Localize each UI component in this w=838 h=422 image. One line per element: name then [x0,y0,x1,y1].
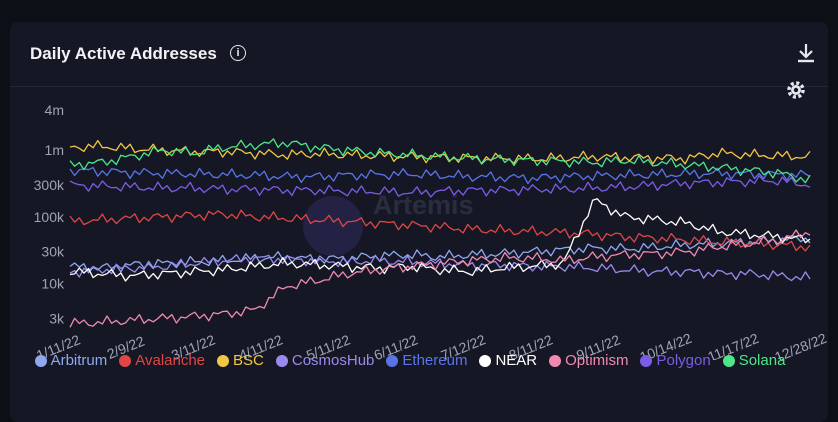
legend-label: CosmosHub [291,352,375,369]
y-tick-label: 10k [41,275,65,291]
legend-dot-icon [386,354,399,367]
legend-item-polygon[interactable]: Polygon [640,352,711,369]
legend-dot-icon [640,354,653,367]
legend-dot-icon [722,354,735,367]
legend-label: Optimism [565,352,629,369]
chart-legend: Arbitrum Avalanche BSC CosmosHub Ethereum NEA… [30,352,790,369]
legend-item-arbitrum[interactable]: Arbitrum [34,352,108,369]
legend-item-near[interactable]: NEAR [479,352,537,369]
series-line-optimism[interactable] [69,229,811,328]
legend-label: Avalanche [135,352,206,369]
legend-item-bsc[interactable]: BSC [217,352,264,369]
gear-icon[interactable] [786,80,806,100]
series-line-ethereum[interactable] [69,166,811,185]
series-line-near[interactable] [69,198,811,282]
legend-dot-icon [479,354,492,367]
y-tick-label: 30k [41,244,65,260]
series-line-cosmoshub[interactable] [69,254,811,282]
legend-item-avalanche[interactable]: Avalanche [119,352,205,369]
series-line-avalanche[interactable] [69,209,811,252]
legend-label: Solana [738,352,786,369]
y-tick-label: 100k [34,209,65,225]
legend-label: BSC [233,352,264,369]
legend-item-solana[interactable]: Solana [722,352,786,369]
series-line-solana[interactable] [69,138,811,184]
legend-item-optimism[interactable]: Optimism [549,352,628,369]
series-line-bsc[interactable] [69,139,811,165]
legend-item-ethereum[interactable]: Ethereum [386,352,467,369]
legend-dot-icon [34,354,47,367]
legend-dot-icon [217,354,230,367]
series-line-arbitrum[interactable] [69,235,811,274]
y-tick-label: 3k [49,310,65,326]
legend-label: Ethereum [402,352,468,369]
legend-item-cosmoshub[interactable]: CosmosHub [275,352,375,369]
watermark-text: Artemis [373,190,474,220]
chart-card: Daily Active Addresses i [10,22,828,422]
y-tick-label: 1m [45,142,64,158]
legend-dot-icon [275,354,288,367]
series-line-polygon[interactable] [69,175,811,198]
card-header: Daily Active Addresses i [10,22,828,87]
y-tick-label: 300k [34,177,65,193]
legend-label: Polygon [656,352,711,369]
legend-label: NEAR [495,352,538,369]
legend-label: Arbitrum [50,352,108,369]
legend-dot-icon [119,354,132,367]
chart-title: Daily Active Addresses [30,44,217,63]
legend-dot-icon [549,354,562,367]
info-icon[interactable]: i [230,45,246,61]
y-tick-label: 4m [45,102,64,118]
watermark-logo [303,196,363,256]
download-icon[interactable] [796,42,816,64]
